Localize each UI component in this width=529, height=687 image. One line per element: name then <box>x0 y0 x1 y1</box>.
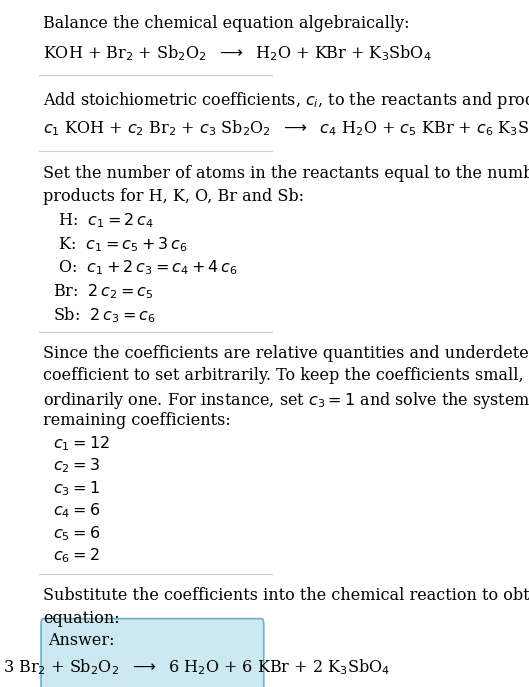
Text: Answer:: Answer: <box>48 631 115 649</box>
Text: H:  $c_1 = 2\,c_4$: H: $c_1 = 2\,c_4$ <box>53 212 153 230</box>
Text: Add stoichiometric coefficients, $c_i$, to the reactants and products:: Add stoichiometric coefficients, $c_i$, … <box>43 90 529 111</box>
Text: ordinarily one. For instance, set $c_3 = 1$ and solve the system of equations fo: ordinarily one. For instance, set $c_3 =… <box>43 390 529 411</box>
Text: $c_2 = 3$: $c_2 = 3$ <box>53 457 99 475</box>
Text: Sb:  $2\,c_3 = c_6$: Sb: $2\,c_3 = c_6$ <box>53 306 156 325</box>
Text: products for H, K, O, Br and Sb:: products for H, K, O, Br and Sb: <box>43 188 304 205</box>
Text: Substitute the coefficients into the chemical reaction to obtain the balanced: Substitute the coefficients into the che… <box>43 587 529 605</box>
Text: Balance the chemical equation algebraically:: Balance the chemical equation algebraica… <box>43 14 410 32</box>
Text: $c_3 = 1$: $c_3 = 1$ <box>53 479 99 498</box>
Text: Since the coefficients are relative quantities and underdetermined, choose a: Since the coefficients are relative quan… <box>43 345 529 362</box>
Text: coefficient to set arbitrarily. To keep the coefficients small, the arbitrary va: coefficient to set arbitrarily. To keep … <box>43 368 529 384</box>
Text: $c_6 = 2$: $c_6 = 2$ <box>53 546 99 565</box>
Text: $c_1 = 12$: $c_1 = 12$ <box>53 434 110 453</box>
Text: 12 KOH + 3 Br$_2$ + Sb$_2$O$_2$  $\longrightarrow$  6 H$_2$O + 6 KBr + 2 K$_3$Sb: 12 KOH + 3 Br$_2$ + Sb$_2$O$_2$ $\longri… <box>0 657 390 677</box>
Text: remaining coefficients:: remaining coefficients: <box>43 412 231 429</box>
Text: Br:  $2\,c_2 = c_5$: Br: $2\,c_2 = c_5$ <box>53 282 153 301</box>
Text: $c_1$ KOH + $c_2$ Br$_2$ + $c_3$ Sb$_2$O$_2$  $\longrightarrow$  $c_4$ H$_2$O + : $c_1$ KOH + $c_2$ Br$_2$ + $c_3$ Sb$_2$O… <box>43 118 529 138</box>
Text: K:  $c_1 = c_5 + 3\,c_6$: K: $c_1 = c_5 + 3\,c_6$ <box>53 235 187 254</box>
FancyBboxPatch shape <box>41 618 264 687</box>
Text: $c_5 = 6$: $c_5 = 6$ <box>53 524 100 543</box>
Text: $c_4 = 6$: $c_4 = 6$ <box>53 502 100 520</box>
Text: O:  $c_1 + 2\,c_3 = c_4 + 4\,c_6$: O: $c_1 + 2\,c_3 = c_4 + 4\,c_6$ <box>53 258 237 277</box>
Text: Set the number of atoms in the reactants equal to the number of atoms in the: Set the number of atoms in the reactants… <box>43 166 529 183</box>
Text: KOH + Br$_2$ + Sb$_2$O$_2$  $\longrightarrow$  H$_2$O + KBr + K$_3$SbO$_4$: KOH + Br$_2$ + Sb$_2$O$_2$ $\longrightar… <box>43 43 432 63</box>
Text: equation:: equation: <box>43 610 120 627</box>
